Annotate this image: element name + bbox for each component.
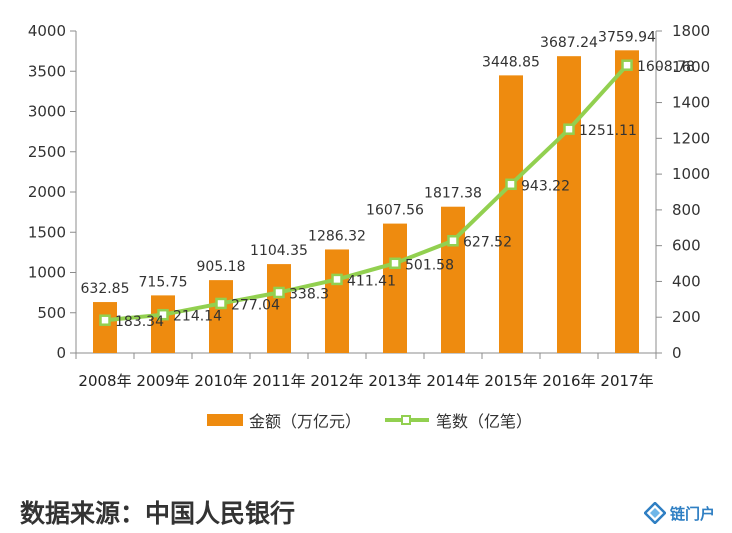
- y-right-tick-label: 200: [672, 308, 701, 326]
- y-right-tick-label: 800: [672, 201, 701, 219]
- line-series: [99, 59, 633, 326]
- line-point: [505, 178, 517, 191]
- x-tick-label: 2011年: [252, 372, 305, 390]
- bar: [557, 56, 581, 353]
- bar: [383, 223, 407, 353]
- chart: 0 500 1000 1500 2000 2500 3000 3500 4000 0 200 400 6…: [28, 22, 710, 431]
- line-data-label: 411.41: [347, 273, 396, 289]
- bar-data-label: 1104.35: [250, 243, 308, 259]
- line-point: [621, 59, 633, 71]
- bar: [615, 50, 639, 353]
- y-right-tick-label: 400: [672, 272, 701, 290]
- x-tick-label: 2012年: [310, 372, 363, 390]
- line-data-label: 1251.11: [579, 123, 637, 139]
- y-left-tick-label: 2000: [28, 183, 66, 201]
- logo-icon: [644, 502, 666, 524]
- legend-label-line: 笔数（亿笔）: [436, 412, 532, 431]
- x-tick-label: 2016年: [542, 372, 595, 390]
- line-data-label: 943.22: [521, 178, 570, 194]
- line-data-label: 338.3: [289, 286, 329, 302]
- logo: 链门户: [644, 502, 715, 524]
- bar-data-label: 905.18: [197, 259, 246, 275]
- line-point: [563, 123, 575, 135]
- line-point: [157, 308, 169, 321]
- legend-label-bar: 金额（万亿元）: [249, 412, 361, 431]
- bar-data-label: 3687.24: [540, 35, 598, 51]
- legend-marker-line: [401, 415, 411, 425]
- series-line: [104, 63, 629, 323]
- line-point: [447, 234, 459, 247]
- y-right-tick-label: 1200: [672, 129, 710, 147]
- bar-data-label: 3759.94: [598, 29, 656, 45]
- bar-data-label: 632.85: [81, 281, 130, 297]
- y-right-tick-label: 1800: [672, 22, 710, 40]
- legend: 金额（万亿元） 笔数（亿笔）: [207, 412, 532, 431]
- y-left-tick-label: 3000: [28, 103, 66, 121]
- y-right-tick-label: 1000: [672, 165, 710, 183]
- bar: [325, 249, 349, 353]
- y-right-tick-label: 600: [672, 237, 701, 255]
- line-point: [99, 314, 111, 326]
- y-right-tick-label: 1400: [672, 94, 710, 112]
- line-point: [331, 273, 343, 286]
- x-tick-label: 2009年: [136, 372, 189, 390]
- y-left-tick-label: 500: [37, 304, 66, 322]
- bar: [441, 206, 465, 353]
- bar: [151, 295, 175, 353]
- bar: [267, 264, 291, 353]
- line-data-label: 277.04: [231, 297, 280, 313]
- legend-swatch-bar: [207, 414, 243, 426]
- x-tick-label: 2010年: [194, 372, 247, 390]
- x-tick-label: 2014年: [426, 372, 479, 390]
- data-labels: 632.85 715.75905.181104.351286.321607.561…: [81, 29, 695, 330]
- y-left-tick-label: 3500: [28, 62, 66, 80]
- bar: [209, 280, 233, 353]
- bar-data-label: 715.75: [139, 274, 188, 290]
- line-data-label: 214.14: [173, 309, 222, 325]
- bar: [93, 302, 117, 353]
- bar-data-label: 1286.32: [308, 228, 366, 244]
- y-right-tick-label: 0: [672, 344, 682, 362]
- y-left-tick-label: 4000: [28, 22, 66, 40]
- axes: 0 500 1000 1500 2000 2500 3000 3500 4000 0 200 400 6…: [28, 22, 710, 390]
- y-right-tick-label: 1600: [672, 58, 710, 76]
- line-data-label: 183.34: [115, 314, 164, 330]
- line-data-label: 627.52: [463, 235, 512, 251]
- line-point: [389, 257, 401, 270]
- y-left-tick-label: 2500: [28, 143, 66, 161]
- line-point: [215, 297, 227, 310]
- bar-data-label: 3448.85: [482, 54, 540, 70]
- bar-data-label: 1607.56: [366, 203, 424, 219]
- x-tick-label: 2015年: [484, 372, 537, 390]
- x-tick-label: 2008年: [78, 372, 131, 390]
- x-tick-label: 2013年: [368, 372, 421, 390]
- y-left-tick-label: 1500: [28, 223, 66, 241]
- y-left-tick-label: 0: [56, 344, 66, 362]
- line-point: [273, 286, 285, 299]
- y-left-tick-label: 1000: [28, 264, 66, 282]
- line-data-label: 1608.78: [637, 59, 695, 75]
- bar: [499, 75, 523, 353]
- logo-text: 链门户: [670, 504, 716, 523]
- bar-data-label: 1817.38: [424, 186, 482, 202]
- x-tick-label: 2017年: [600, 372, 653, 390]
- source-note: 数据来源：中国人民银行: [20, 499, 296, 528]
- line-data-label: 501.58: [405, 257, 454, 273]
- bar-series: [93, 50, 639, 353]
